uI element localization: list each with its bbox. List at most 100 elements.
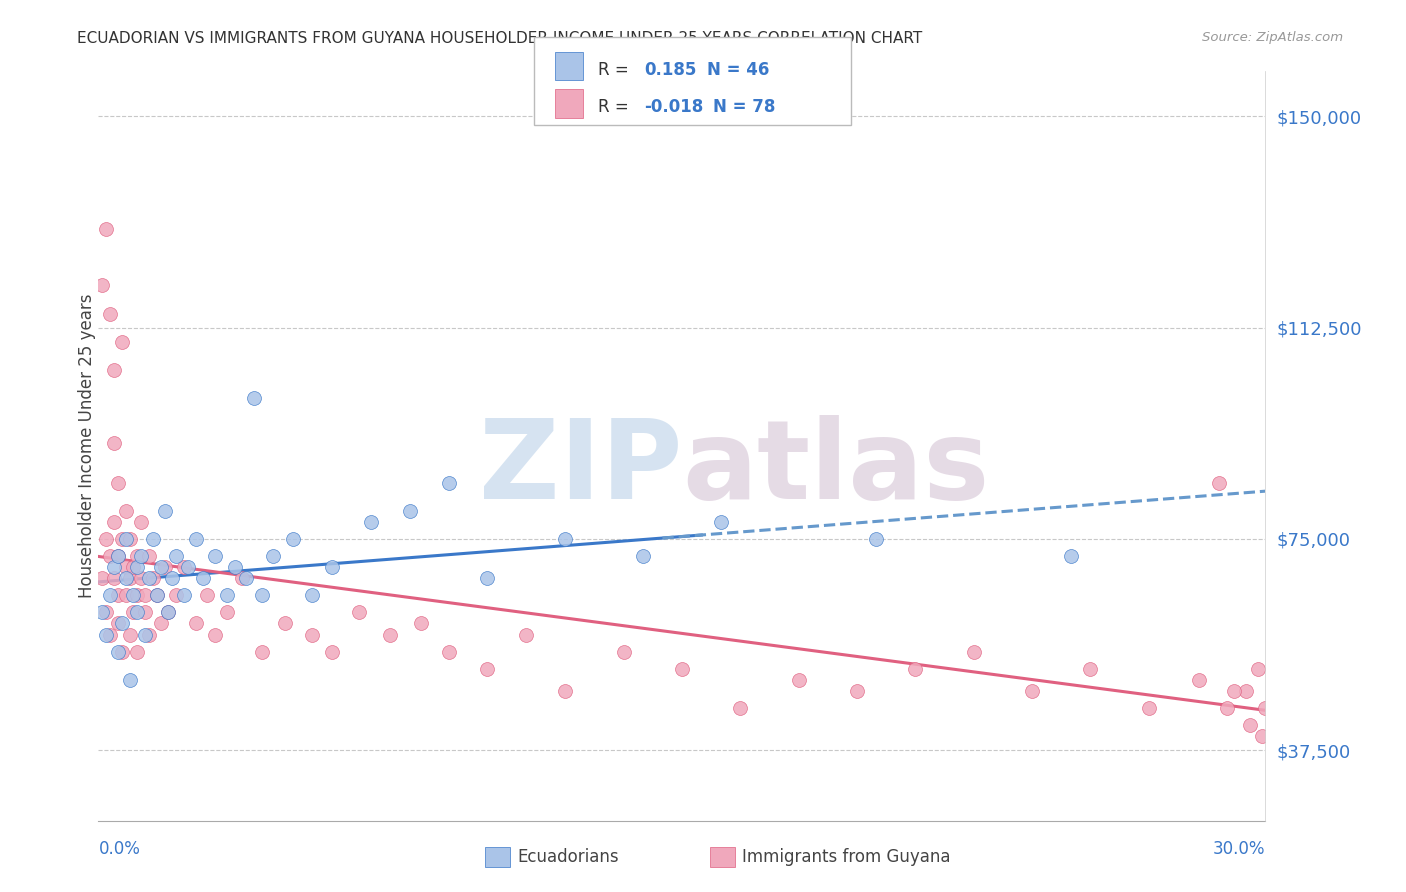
Point [114, 560, 136, 574]
Point [671, 661, 693, 675]
Point [730, 701, 752, 715]
Point [96, 628, 118, 642]
Point [477, 571, 499, 585]
Point [157, 605, 180, 619]
Point [107, 549, 129, 563]
Point [146, 588, 169, 602]
Point [107, 549, 129, 563]
Point [138, 549, 160, 563]
Point [437, 475, 460, 490]
Point [162, 571, 184, 585]
Point [1021, 684, 1043, 698]
Point [98, 588, 121, 602]
Point [96, 532, 118, 546]
Point [177, 560, 200, 574]
Point [235, 571, 257, 585]
Point [142, 571, 165, 585]
Point [554, 532, 576, 546]
Text: N = 78: N = 78 [713, 98, 775, 116]
Point [173, 588, 195, 602]
Text: Immigrants from Guyana: Immigrants from Guyana [742, 848, 950, 866]
Point [904, 661, 927, 675]
Point [122, 560, 145, 574]
Point [122, 588, 145, 602]
Point [111, 532, 134, 546]
Point [631, 549, 654, 563]
Point [118, 628, 141, 642]
Point [1208, 475, 1230, 490]
Point [1137, 701, 1160, 715]
Point [127, 588, 149, 602]
Point [184, 616, 207, 631]
Point [1250, 729, 1272, 743]
Point [153, 504, 176, 518]
Point [710, 515, 733, 529]
Text: 30.0%: 30.0% [1213, 840, 1265, 858]
Point [231, 571, 253, 585]
Point [865, 532, 887, 546]
Point [103, 515, 125, 529]
Point [437, 645, 460, 659]
Point [1246, 661, 1268, 675]
Text: ECUADORIAN VS IMMIGRANTS FROM GUYANA HOUSEHOLDER INCOME UNDER 25 YEARS CORRELATI: ECUADORIAN VS IMMIGRANTS FROM GUYANA HOU… [77, 31, 922, 46]
Point [129, 515, 152, 529]
Point [127, 605, 149, 619]
Text: ZIP: ZIP [478, 415, 682, 522]
Point [114, 504, 136, 518]
Point [477, 661, 499, 675]
Point [321, 560, 343, 574]
Point [204, 628, 226, 642]
Point [204, 549, 226, 563]
Point [1215, 701, 1237, 715]
Point [127, 560, 149, 574]
Point [96, 222, 118, 236]
Point [613, 645, 636, 659]
Point [149, 616, 172, 631]
Point [165, 588, 187, 602]
Point [1239, 718, 1261, 732]
Point [146, 588, 169, 602]
Point [122, 605, 145, 619]
Point [1188, 673, 1211, 687]
Point [129, 549, 152, 563]
Point [98, 307, 121, 321]
Point [107, 616, 129, 631]
Point [193, 571, 215, 585]
Point [195, 588, 218, 602]
Point [301, 588, 323, 602]
Point [224, 560, 246, 574]
Point [142, 532, 165, 546]
Point [111, 334, 134, 349]
Point [127, 645, 149, 659]
Point [114, 571, 136, 585]
Text: Ecuadorians: Ecuadorians [517, 848, 619, 866]
Point [103, 363, 125, 377]
Point [321, 645, 343, 659]
Text: 0.185: 0.185 [644, 61, 696, 78]
Point [134, 605, 156, 619]
Point [281, 532, 304, 546]
Point [173, 560, 195, 574]
Point [96, 605, 118, 619]
Point [134, 628, 156, 642]
Point [274, 616, 297, 631]
Point [138, 571, 160, 585]
Point [91, 571, 114, 585]
Point [184, 532, 207, 546]
Point [215, 605, 238, 619]
Point [554, 684, 576, 698]
Point [250, 588, 273, 602]
Point [103, 571, 125, 585]
Point [129, 571, 152, 585]
Text: N = 46: N = 46 [707, 61, 769, 78]
Point [1060, 549, 1083, 563]
Point [243, 391, 266, 405]
Point [360, 515, 382, 529]
Point [153, 560, 176, 574]
Point [134, 588, 156, 602]
Point [1254, 701, 1277, 715]
Point [846, 684, 869, 698]
Text: -0.018: -0.018 [644, 98, 703, 116]
Point [138, 628, 160, 642]
Point [962, 645, 984, 659]
